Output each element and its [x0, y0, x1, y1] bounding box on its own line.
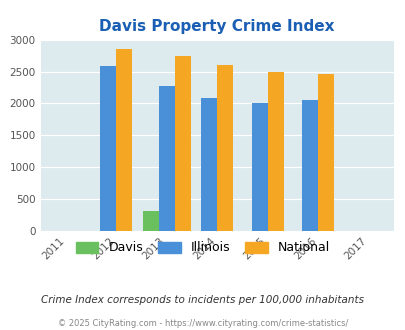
Bar [142, 211, 158, 231]
Bar [318, 74, 333, 231]
Legend: Davis, Illinois, National: Davis, Illinois, National [71, 236, 334, 259]
Title: Davis Property Crime Index: Davis Property Crime Index [99, 19, 334, 34]
Bar [158, 86, 175, 231]
Bar [116, 49, 132, 231]
Text: © 2025 CityRating.com - https://www.cityrating.com/crime-statistics/: © 2025 CityRating.com - https://www.city… [58, 319, 347, 328]
Text: Crime Index corresponds to incidents per 100,000 inhabitants: Crime Index corresponds to incidents per… [41, 295, 364, 305]
Bar [175, 55, 190, 231]
Bar [267, 72, 283, 231]
Bar [217, 65, 233, 231]
Bar [301, 100, 318, 231]
Bar [100, 66, 116, 231]
Bar [200, 98, 217, 231]
Bar [251, 103, 267, 231]
